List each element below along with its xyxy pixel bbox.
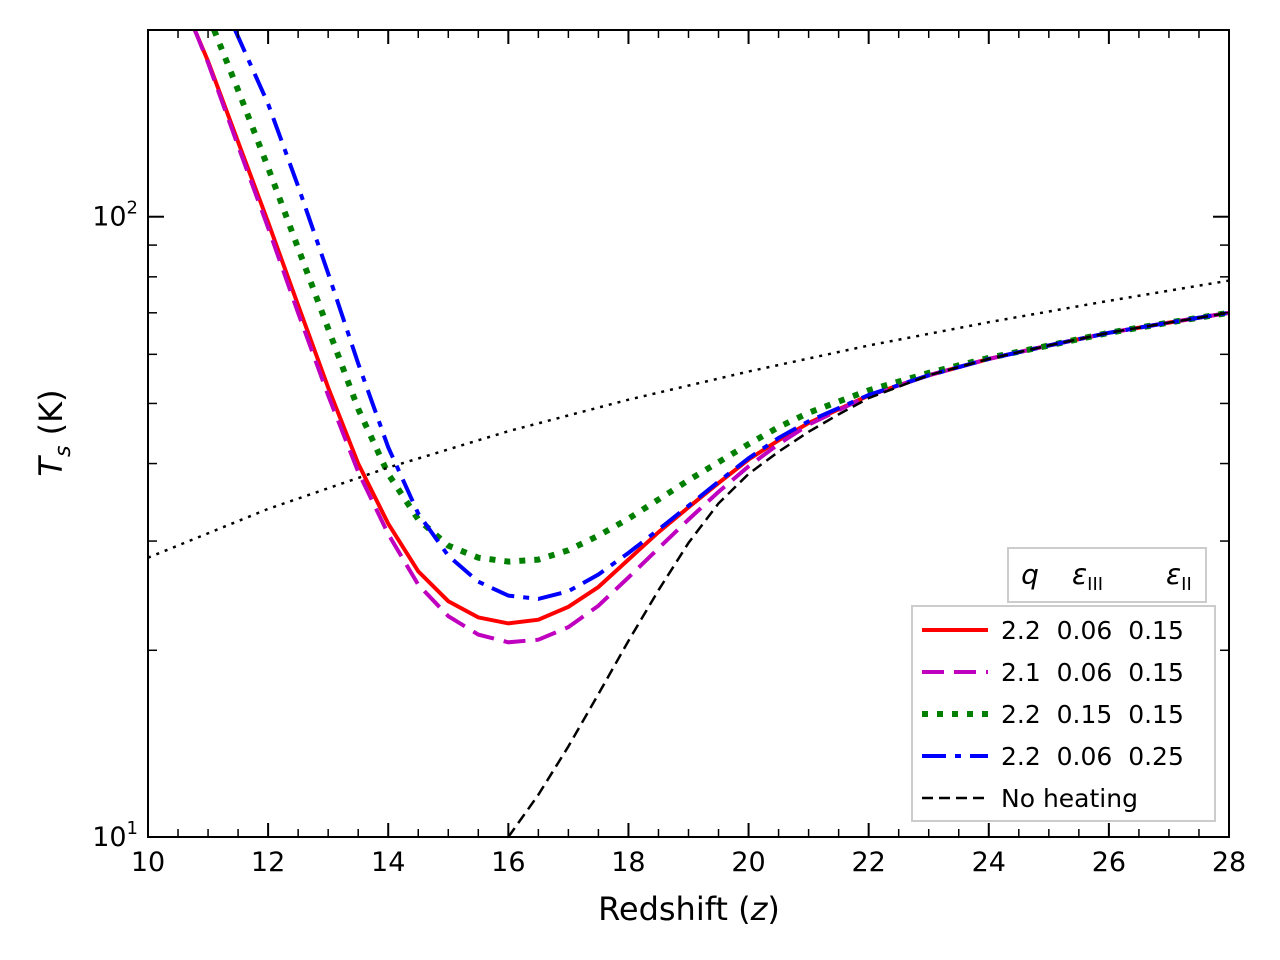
y-tick-label: 102 — [92, 198, 138, 233]
x-tick-label: 28 — [1212, 847, 1246, 878]
series-line-no-heating — [507, 311, 1229, 837]
legend-label: 2.2 0.06 0.15 — [1001, 616, 1184, 645]
legend-label: 2.2 0.15 0.15 — [1001, 700, 1184, 729]
legend-header-box — [1007, 547, 1207, 603]
x-tick-label: 16 — [491, 847, 525, 878]
x-tick-label: 14 — [371, 847, 405, 878]
legend: q εIII εII 2.2 0.06 0.152.1 0.06 0.152.2… — [911, 547, 1216, 822]
legend-header-q: q — [1021, 558, 1039, 591]
legend-label: 2.1 0.06 0.15 — [1001, 658, 1184, 687]
x-tick-label: 22 — [851, 847, 885, 878]
y-tick-label: 101 — [92, 818, 138, 853]
x-tick-label: 12 — [251, 847, 285, 878]
x-tick-label: 26 — [1092, 847, 1126, 878]
legend-header-eps-ii: εII — [1166, 558, 1192, 595]
y-axis-label: Ts (K) — [32, 389, 76, 476]
legend-box — [911, 605, 1216, 822]
tick-labels: 10 12 14 16 18 20 22 24 26 28 101 102 — [92, 198, 1246, 878]
x-axis-label: Redshift (z) — [598, 890, 780, 928]
legend-label: 2.2 0.06 0.25 — [1001, 742, 1184, 771]
x-tick-label: 24 — [972, 847, 1006, 878]
x-tick-label: 10 — [131, 847, 165, 878]
legend-label: No heating — [1001, 784, 1138, 813]
series-layer — [148, 30, 1229, 837]
x-tick-label: 20 — [731, 847, 765, 878]
ticks-layer — [147, 29, 1230, 838]
legend-entries: 2.2 0.06 0.15 2.1 0.06 0.15 2.2 0.15 0.15 2… — [922, 616, 1184, 813]
legend-header-eps-iii: εIII — [1072, 558, 1103, 595]
x-tick-label: 18 — [611, 847, 645, 878]
series-line-reference-dotted — [148, 279, 1229, 559]
